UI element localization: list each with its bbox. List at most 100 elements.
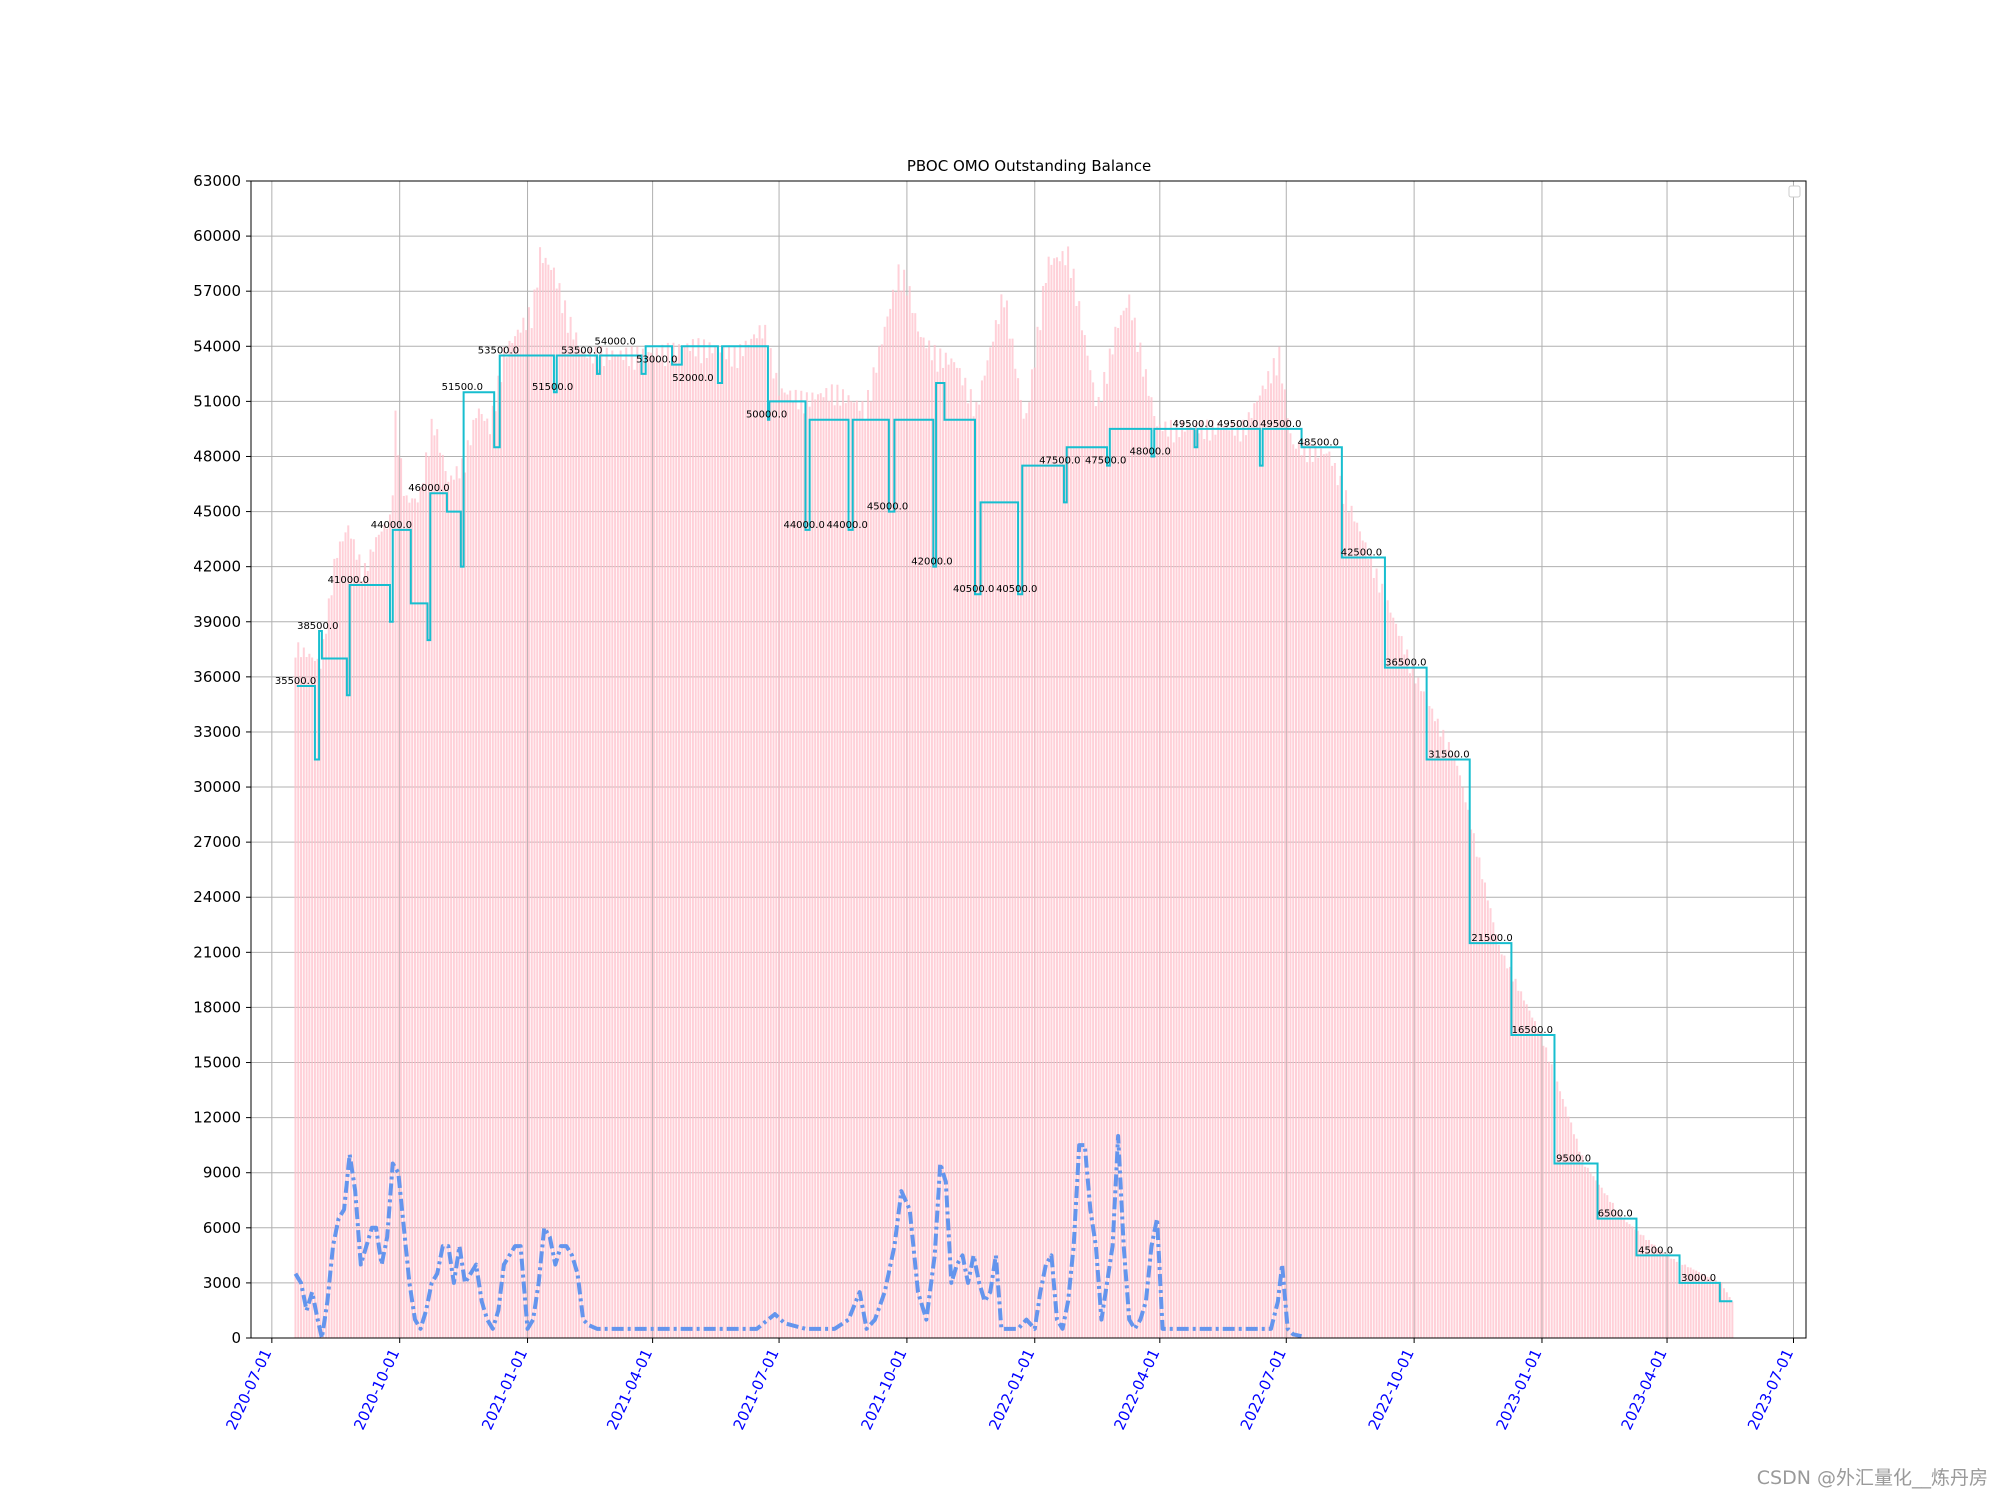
- daily-bar: [1283, 389, 1286, 1338]
- legend-box: [1788, 185, 1801, 198]
- daily-bar: [294, 657, 297, 1338]
- point-label: 3000.0: [1681, 1273, 1716, 1284]
- daily-bar: [1534, 1021, 1537, 1338]
- daily-bar: [1297, 442, 1300, 1338]
- daily-bar: [797, 409, 800, 1339]
- daily-bar: [1278, 346, 1281, 1338]
- daily-bar: [1592, 1176, 1595, 1338]
- daily-bar: [714, 346, 717, 1338]
- daily-bar: [447, 481, 450, 1338]
- daily-bar: [497, 375, 500, 1339]
- daily-bar: [1133, 317, 1136, 1338]
- daily-bar: [1625, 1222, 1628, 1338]
- daily-bar: [1175, 419, 1178, 1338]
- x-tick-label: 2020-07-01: [222, 1346, 275, 1433]
- y-tick-label: 21000: [193, 943, 241, 961]
- daily-bar: [1136, 351, 1139, 1338]
- daily-bar: [1617, 1210, 1620, 1338]
- daily-bar: [1723, 1288, 1726, 1338]
- daily-bar: [1333, 463, 1336, 1338]
- daily-bar: [1014, 368, 1017, 1338]
- daily-bar: [733, 345, 736, 1339]
- daily-bar: [725, 359, 728, 1338]
- daily-bar: [627, 366, 630, 1338]
- daily-bar: [1606, 1195, 1609, 1338]
- daily-bar: [438, 452, 441, 1339]
- daily-bar: [352, 539, 355, 1338]
- daily-bar: [372, 551, 375, 1338]
- daily-bar: [978, 404, 981, 1338]
- daily-bar: [550, 269, 553, 1339]
- daily-bar: [675, 355, 678, 1339]
- point-label: 45000.0: [867, 502, 908, 513]
- x-tick-label: 2022-10-01: [1365, 1346, 1418, 1433]
- daily-bar: [1417, 677, 1420, 1338]
- point-label: 40500.0: [996, 584, 1037, 595]
- daily-bar: [466, 440, 469, 1338]
- daily-bar: [1144, 369, 1147, 1338]
- daily-bar: [1261, 385, 1264, 1339]
- daily-bar: [1634, 1229, 1637, 1338]
- daily-bar: [1581, 1155, 1584, 1338]
- daily-bar: [1214, 434, 1217, 1338]
- daily-bar: [1147, 395, 1150, 1338]
- daily-bar: [703, 339, 706, 1339]
- x-tick-label: 2020-10-01: [350, 1346, 403, 1433]
- daily-bar: [1320, 448, 1323, 1338]
- daily-bar: [600, 346, 603, 1339]
- daily-bar: [1467, 809, 1470, 1338]
- daily-bar: [1225, 425, 1228, 1338]
- daily-bar: [1311, 461, 1314, 1339]
- x-tick-label: 2022-07-01: [1237, 1346, 1290, 1433]
- daily-bar: [1672, 1258, 1675, 1338]
- daily-bar: [1353, 521, 1356, 1338]
- daily-bar: [589, 348, 592, 1338]
- point-label: 16500.0: [1512, 1025, 1553, 1036]
- daily-bar: [347, 525, 350, 1338]
- daily-bar: [1228, 430, 1231, 1339]
- daily-bar: [686, 343, 689, 1338]
- daily-bar: [794, 389, 797, 1338]
- y-tick-label: 63000: [193, 172, 241, 190]
- daily-bar: [330, 595, 333, 1338]
- daily-bar: [1250, 417, 1253, 1339]
- point-label: 4500.0: [1638, 1245, 1673, 1256]
- daily-bar: [572, 339, 575, 1338]
- daily-bar: [664, 366, 667, 1339]
- daily-bar: [1072, 268, 1075, 1338]
- daily-bar: [541, 263, 544, 1338]
- daily-bar: [419, 487, 422, 1338]
- daily-bar: [753, 334, 756, 1338]
- daily-bar: [1442, 729, 1445, 1338]
- daily-bar: [1567, 1116, 1570, 1338]
- daily-bar: [691, 339, 694, 1338]
- daily-bar: [422, 482, 425, 1339]
- daily-bar: [458, 478, 461, 1339]
- daily-bar: [825, 388, 828, 1339]
- daily-bar: [903, 269, 906, 1338]
- daily-bar: [491, 405, 494, 1339]
- daily-bar: [1003, 307, 1006, 1338]
- daily-bar: [597, 369, 600, 1339]
- daily-bar: [1456, 765, 1459, 1338]
- daily-bar: [1725, 1292, 1728, 1338]
- daily-bar: [1122, 310, 1125, 1338]
- daily-bar: [355, 559, 358, 1338]
- daily-bar: [1005, 300, 1008, 1338]
- daily-bar: [800, 390, 803, 1339]
- daily-bar: [436, 429, 439, 1339]
- daily-bar: [522, 317, 525, 1338]
- daily-bar: [1611, 1202, 1614, 1338]
- daily-bar: [1253, 403, 1256, 1338]
- daily-bar: [1539, 1032, 1542, 1338]
- daily-bar: [430, 418, 433, 1338]
- daily-bar: [841, 389, 844, 1338]
- daily-bar: [1375, 568, 1378, 1338]
- daily-bar: [736, 368, 739, 1338]
- daily-bar: [297, 642, 300, 1338]
- daily-bar: [1044, 282, 1047, 1338]
- daily-bar: [969, 389, 972, 1338]
- daily-bar: [1314, 444, 1317, 1338]
- daily-bar: [822, 397, 825, 1338]
- daily-bar: [1433, 721, 1436, 1338]
